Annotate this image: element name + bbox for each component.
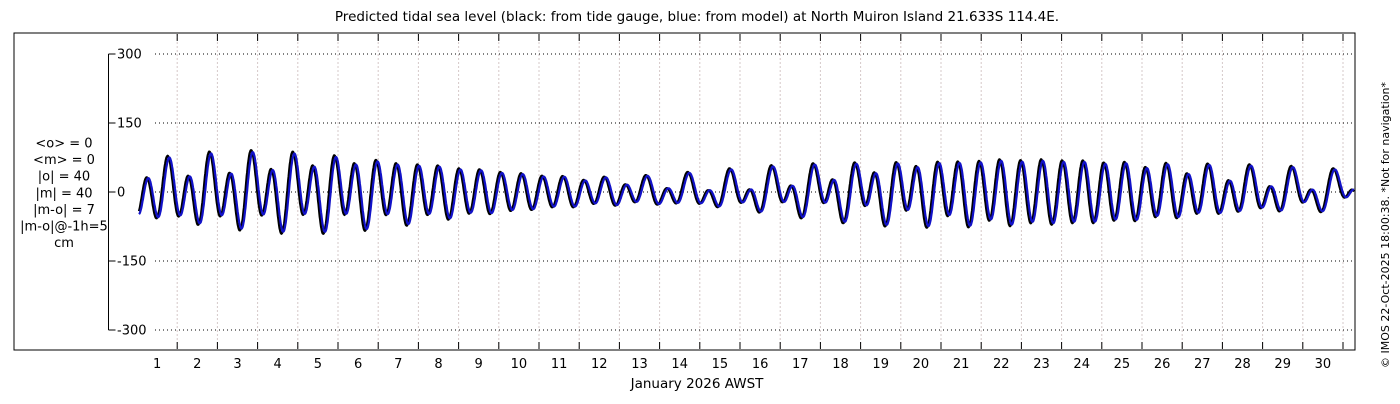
- x-tick-label: 5: [314, 357, 322, 372]
- x-tick-label: 16: [752, 357, 769, 372]
- stats-line: <o> = 0: [35, 137, 92, 152]
- stats-line: |o| = 40: [38, 170, 90, 185]
- x-tick-label: 19: [872, 357, 889, 372]
- model-series-line: [138, 151, 1355, 234]
- stats-line: |m| = 40: [35, 186, 92, 201]
- x-tick-label: 9: [475, 357, 483, 372]
- x-tick-label: 6: [354, 357, 362, 372]
- x-tick-label: 7: [394, 357, 402, 372]
- x-tick-label: 25: [1114, 357, 1131, 372]
- chart-title: Predicted tidal sea level (black: from t…: [335, 9, 1059, 25]
- y-tick-label: 300: [117, 48, 142, 63]
- x-tick-label: 4: [274, 357, 282, 372]
- copyright-watermark: © IMOS 22-Oct-2025 18:00:38. *Not for na…: [1379, 82, 1392, 368]
- vertical-gridlines: [176, 34, 1344, 349]
- x-tick-label: 1: [153, 357, 161, 372]
- y-axis: 300 150 0 -150 -300: [108, 48, 147, 339]
- x-tick-label: 12: [591, 357, 608, 372]
- y-tick-label: -150: [117, 255, 147, 270]
- x-tick-label: 21: [953, 357, 970, 372]
- x-tick-label: 27: [1194, 357, 1211, 372]
- x-tick-label: 11: [551, 357, 568, 372]
- stats-box: <o> = 0<m> = 0 |o| = 40|m| = 40 |m-o| = 7 |…: [20, 137, 108, 252]
- stats-line: cm: [54, 236, 74, 251]
- x-tick-label: 30: [1315, 357, 1332, 372]
- x-tick-label: 29: [1274, 357, 1291, 372]
- plot-border: [13, 32, 1356, 351]
- x-tick-label: 24: [1073, 357, 1090, 372]
- x-tick-label: 18: [832, 357, 849, 372]
- x-tick-label: 8: [434, 357, 442, 372]
- y-tick-label: 150: [117, 117, 142, 132]
- x-tick-label: 14: [671, 357, 688, 372]
- stats-line: |m-o| = 7: [33, 203, 95, 218]
- x-tick-label: 22: [993, 357, 1010, 372]
- data-series-group: [137, 149, 1355, 236]
- y-tick-label: 0: [117, 186, 125, 201]
- x-tick-label: 17: [792, 357, 809, 372]
- x-tick-label: 15: [712, 357, 729, 372]
- x-tick-label: 20: [913, 357, 930, 372]
- x-tick-label: 2: [193, 357, 201, 372]
- gauge-series-line: [137, 149, 1355, 236]
- x-tick-label: 23: [1033, 357, 1050, 372]
- x-tick-label: 3: [233, 357, 241, 372]
- x-tick-label: 28: [1234, 357, 1251, 372]
- y-tick-label: -300: [117, 324, 147, 339]
- x-axis-labels: 1 2 3 4 5 6 7 8 9 10 11 12 13 14 15 16 17 18 19 20 21 22 23 24 2…: [153, 357, 1331, 372]
- x-axis-title: January 2026 AWST: [630, 376, 765, 392]
- stats-line: <m> = 0: [33, 153, 95, 168]
- x-tick-label: 10: [511, 357, 528, 372]
- stats-line: |m-o|@-1h=5: [20, 220, 108, 235]
- x-tick-label: 13: [631, 357, 648, 372]
- x-tick-label: 26: [1154, 357, 1171, 372]
- x-axis-ticks: [176, 34, 1344, 349]
